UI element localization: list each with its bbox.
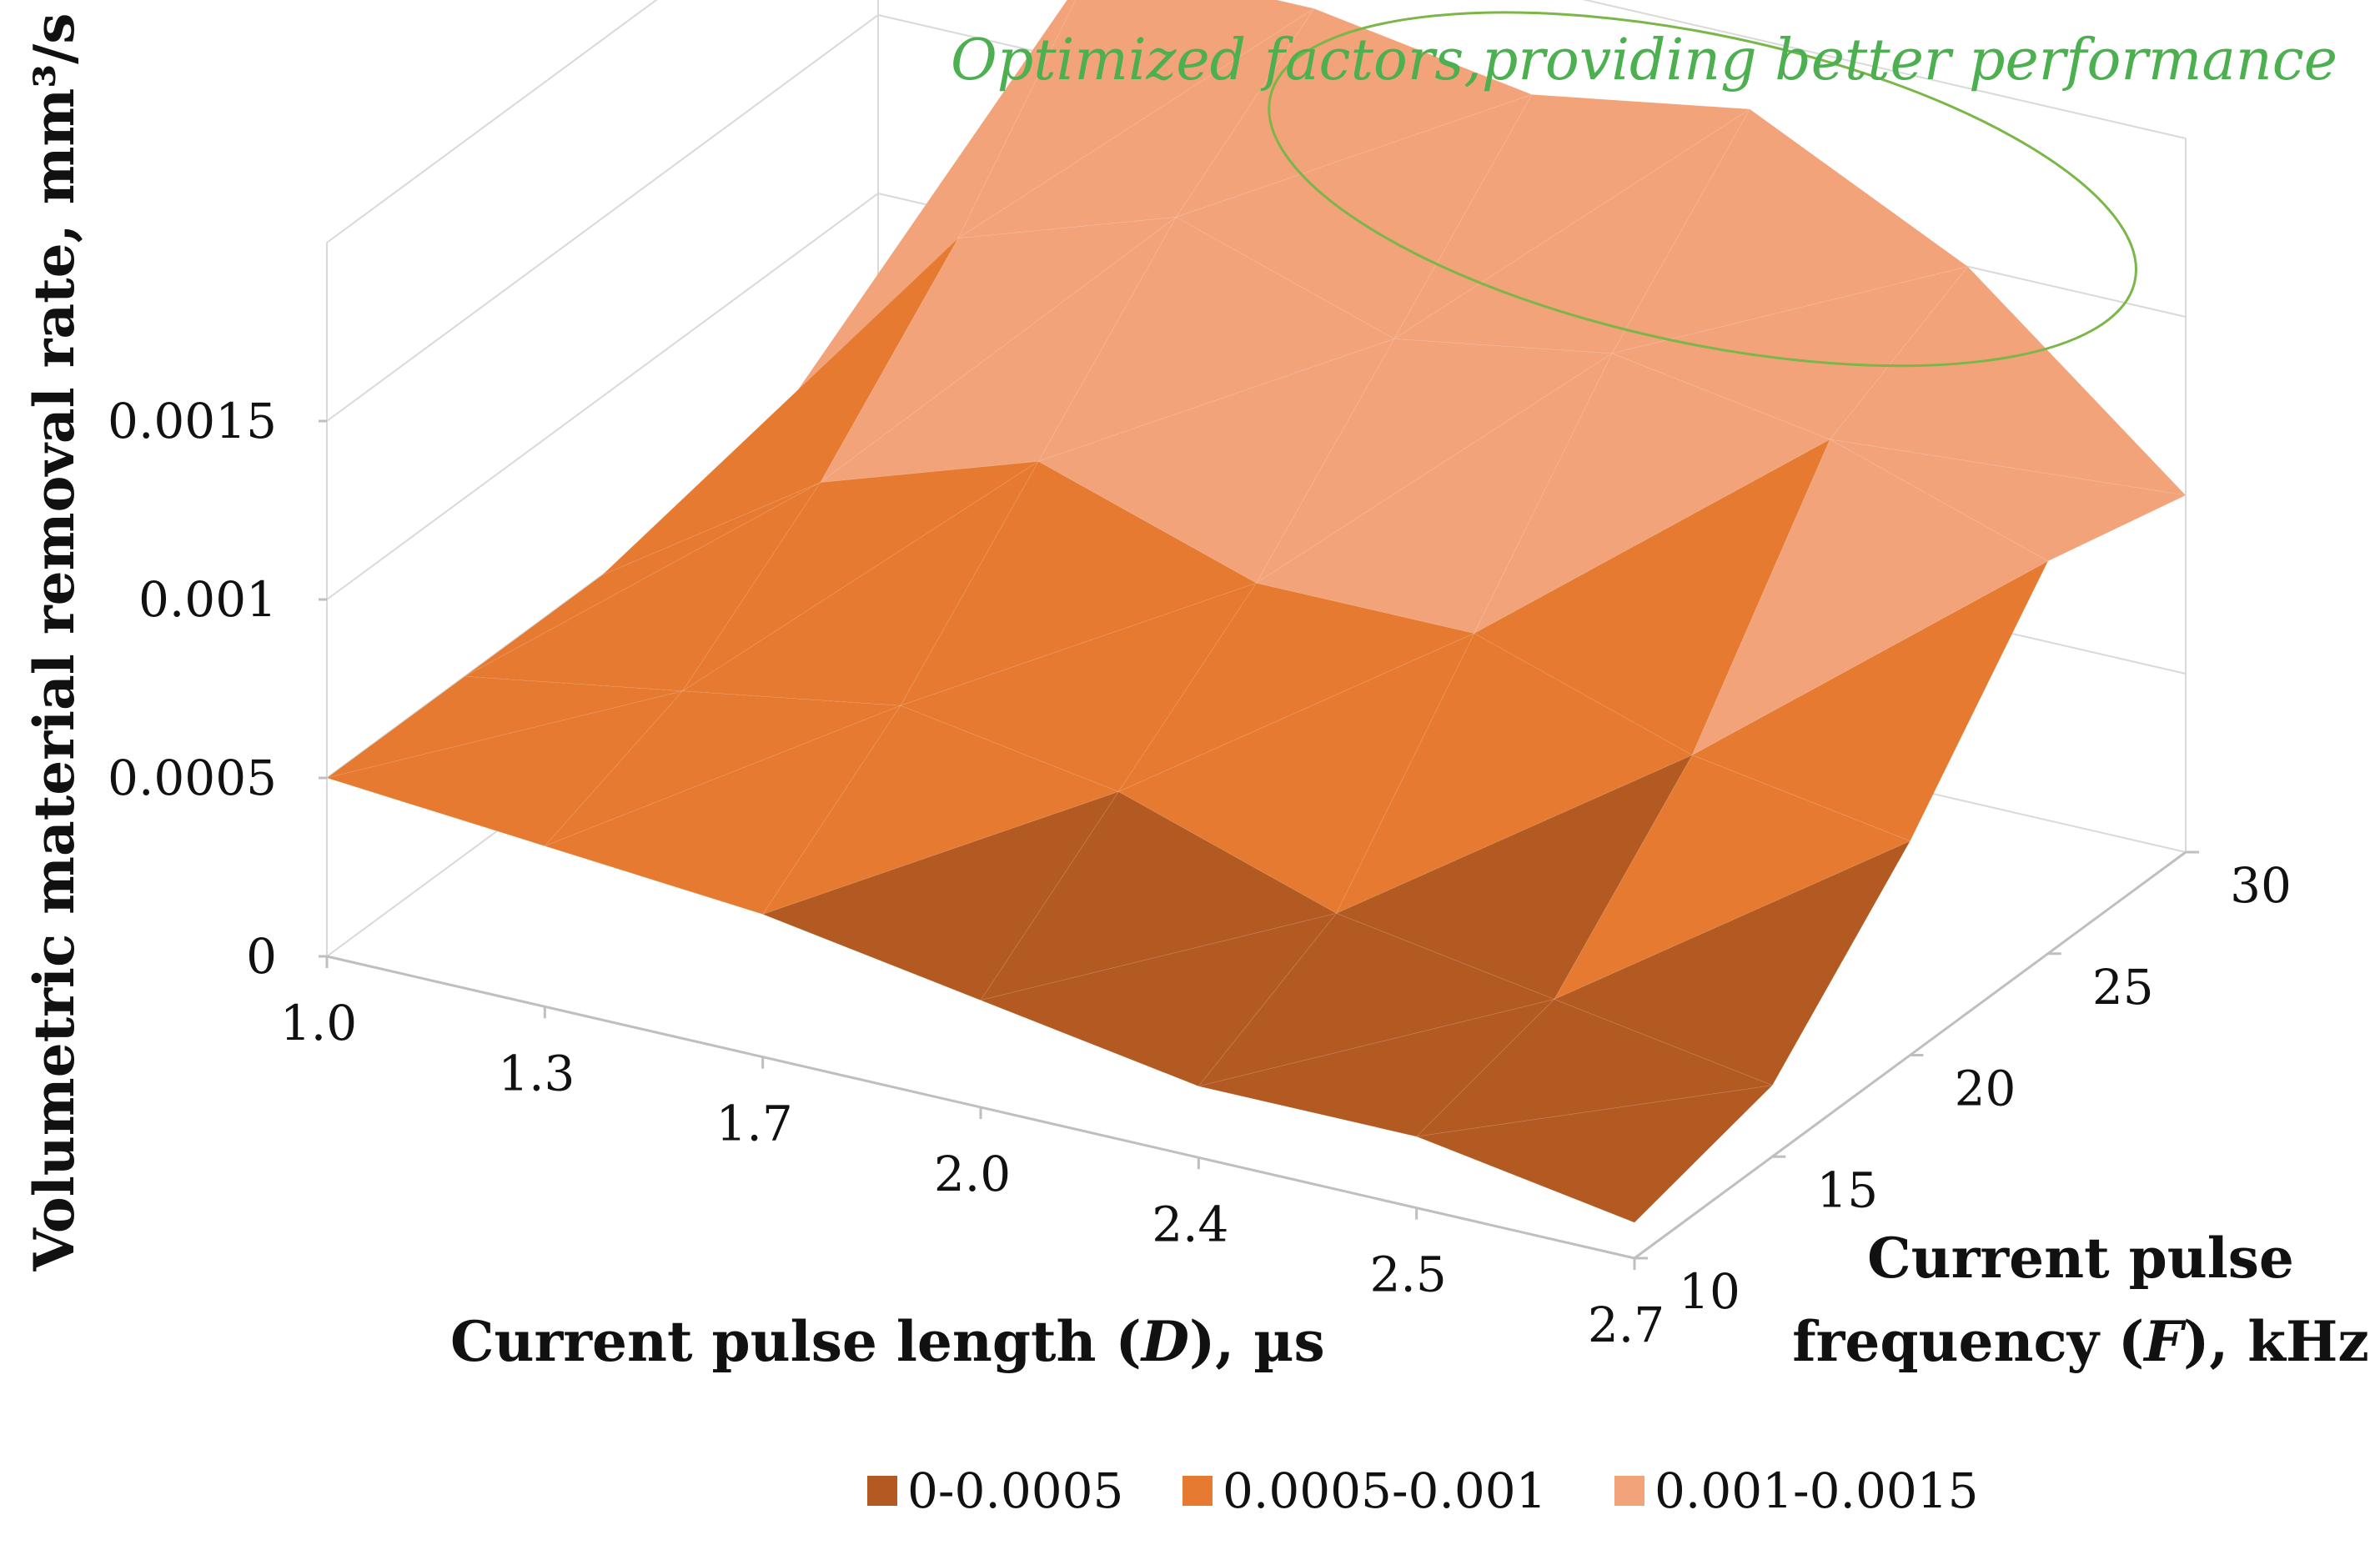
x-tick-label: 2.5 <box>1370 1247 1447 1303</box>
surface-facet <box>1610 265 1970 440</box>
legend-swatch <box>1614 1476 1644 1506</box>
surface-facet <box>1830 439 2187 562</box>
surface-facet <box>899 460 1258 707</box>
legend-label: 0.0005-0.001 <box>1223 1462 1547 1519</box>
legend-swatch <box>1182 1476 1213 1506</box>
z-tick-label: 0.0015 <box>108 393 277 449</box>
surface-facet <box>544 690 901 847</box>
optimum-ellipse <box>1268 11 2137 368</box>
surface-facet <box>682 460 1039 692</box>
surface-facet <box>1415 998 1775 1137</box>
surface-facet <box>1414 1084 1774 1223</box>
surface-facet <box>325 690 685 847</box>
surface-facet <box>1335 632 1694 915</box>
z-tick-label: 0.001 <box>138 571 277 628</box>
surface-facet <box>979 912 1338 1087</box>
x-tick-label: 2.0 <box>934 1146 1011 1202</box>
surface-facet <box>1553 754 1911 1001</box>
optimized-annotation: Optimized factors,providing better perfo… <box>951 28 2337 93</box>
surface-facet <box>1611 108 1969 354</box>
y-axis-title-line2: frequency (F), kHz <box>1792 1309 2369 1374</box>
x-tick-label: 1.0 <box>280 995 357 1051</box>
y-axis-title-line1: Current pulse <box>1867 1226 2294 1291</box>
legend-label: 0.001-0.0015 <box>1654 1462 1979 1519</box>
z-axis-title: Volumetric material removal rate, mm³/s <box>22 13 87 1272</box>
legend-swatch <box>867 1476 897 1506</box>
x-axis-title: Current pulse length (D), µs <box>450 1309 1325 1374</box>
surface-facet <box>957 0 1315 240</box>
legend-label: 0-0.0005 <box>907 1462 1123 1519</box>
z-tick-label: 0 <box>246 928 277 985</box>
surface-facet <box>1691 559 2049 842</box>
legend: 0-0.0005 0.0005-0.001 0.001-0.0015 <box>867 1462 1979 1519</box>
surface-facet <box>1553 840 1911 1086</box>
gridline <box>326 0 2187 243</box>
z-tick-label: 0.0005 <box>108 750 277 806</box>
surface-facet <box>761 705 1120 915</box>
x-tick-label: 2.4 <box>1152 1196 1228 1252</box>
surface-plot <box>325 0 2187 1223</box>
y-tick-label: 20 <box>1955 1061 2016 1117</box>
highlight-region <box>1268 11 2137 368</box>
x-tick-label: 1.7 <box>716 1096 793 1152</box>
y-tick-label: 25 <box>2092 959 2154 1016</box>
x-tick-label: 1.3 <box>498 1045 575 1101</box>
surface-facet <box>464 482 821 677</box>
y-tick-label: 30 <box>2230 857 2292 914</box>
surface-facet <box>1255 352 1614 635</box>
tick-labels: 0 0.0005 0.001 0.0015 1.0 1.3 1.7 2.0 2.4 2.5 2.7 1… <box>108 393 2292 1353</box>
y-tick-label: 15 <box>1816 1161 1878 1218</box>
surface-facet <box>1037 338 1395 584</box>
x-tick-label: 2.7 <box>1588 1297 1664 1353</box>
y-tick-label: 10 <box>1679 1263 1740 1320</box>
surface-facet <box>1175 8 1534 218</box>
